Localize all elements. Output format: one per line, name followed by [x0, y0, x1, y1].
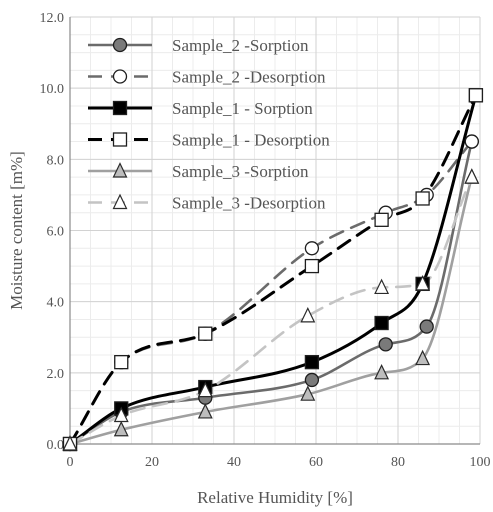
data-point — [374, 315, 389, 331]
y-tick-label: 10.0 — [40, 82, 65, 97]
data-point — [468, 88, 484, 103]
data-point — [415, 349, 431, 366]
data-point — [300, 385, 316, 401]
data-point — [374, 212, 389, 227]
legend-label: Sample_1 - Sorption — [172, 99, 313, 118]
series-line-3 — [68, 93, 478, 446]
x-tick-label: 100 — [470, 455, 491, 470]
x-tick-label: 20 — [145, 455, 159, 470]
legend-item: Sample_3 -Desorption — [88, 194, 326, 213]
y-tick-label: 12.0 — [40, 11, 65, 26]
legend-item: Sample_2 -Sorption — [88, 36, 309, 55]
y-tick-label: 4.0 — [47, 296, 65, 311]
legend-marker — [112, 100, 128, 116]
legend-label: Sample_1 - Desorption — [172, 131, 330, 150]
legend-label: Sample_2 -Desorption — [172, 68, 326, 87]
data-point — [304, 372, 320, 388]
data-point — [304, 355, 320, 370]
data-point — [378, 337, 393, 352]
legend-marker — [112, 132, 128, 147]
legend-marker — [112, 162, 128, 178]
data-point — [300, 307, 316, 323]
legend-item: Sample_2 -Desorption — [88, 68, 326, 87]
y-tick-label: 0.0 — [47, 438, 65, 453]
data-point — [62, 435, 78, 451]
legend-item: Sample_3 -Sorption — [88, 162, 309, 181]
legend-label: Sample_3 -Desorption — [172, 194, 326, 213]
data-point — [415, 275, 431, 291]
x-tick-label: 40 — [227, 455, 241, 470]
data-series — [62, 88, 484, 452]
legend-label: Sample_2 -Sorption — [172, 36, 309, 55]
legend: Sample_2 -Sorption Sample_2 -Desorption Sa… — [88, 36, 330, 213]
data-point — [304, 258, 320, 274]
legend-marker — [112, 69, 128, 84]
data-point — [419, 319, 434, 334]
data-point — [113, 406, 129, 423]
data-point — [197, 403, 213, 419]
y-tick-label: 2.0 — [47, 367, 65, 382]
legend-label: Sample_3 -Sorption — [172, 162, 309, 181]
legend-item: Sample_1 - Desorption — [88, 131, 330, 150]
data-point — [198, 326, 213, 341]
x-tick-label: 60 — [309, 455, 323, 470]
data-point — [374, 278, 390, 295]
data-point — [464, 134, 479, 149]
x-tick-label: 80 — [391, 455, 405, 470]
data-point — [304, 241, 320, 256]
x-axis-title: Relative Humidity [%] — [197, 488, 353, 507]
legend-marker — [112, 193, 128, 210]
data-point — [197, 381, 213, 398]
y-axis-title: Moisture content [m%] — [7, 151, 26, 310]
y-tick-label: 8.0 — [47, 153, 65, 168]
legend-item: Sample_1 - Sorption — [88, 99, 313, 118]
data-point — [113, 420, 129, 437]
y-tick-label: 6.0 — [47, 225, 65, 240]
x-tick-label: 0 — [67, 455, 74, 470]
data-point — [374, 363, 390, 380]
axes: 0 20 40 60 80 100 0.0 2.0 4.0 6.0 8.0 10.0 12.0 — [40, 11, 491, 470]
legend-marker — [112, 37, 128, 53]
data-point — [415, 191, 430, 206]
data-point — [464, 168, 480, 184]
data-point — [114, 355, 129, 370]
